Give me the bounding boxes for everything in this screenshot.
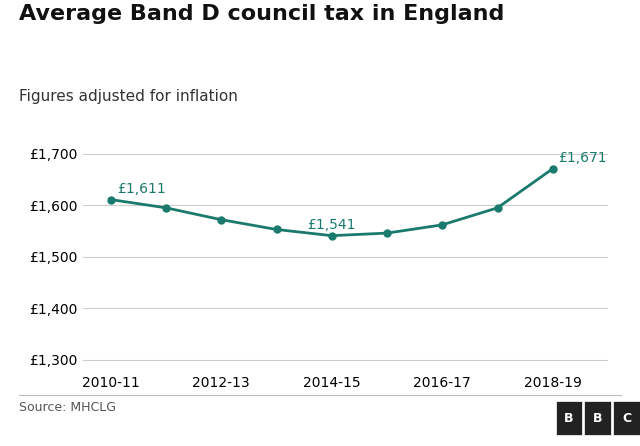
Text: C: C <box>622 412 631 425</box>
Text: B: B <box>564 412 573 425</box>
Text: B: B <box>593 412 602 425</box>
Text: £1,611: £1,611 <box>118 182 166 196</box>
Text: Average Band D council tax in England: Average Band D council tax in England <box>19 4 504 25</box>
Text: Source: MHCLG: Source: MHCLG <box>19 401 116 414</box>
Text: £1,541: £1,541 <box>307 218 355 232</box>
Text: Figures adjusted for inflation: Figures adjusted for inflation <box>19 89 238 104</box>
Text: £1,671: £1,671 <box>558 151 607 165</box>
